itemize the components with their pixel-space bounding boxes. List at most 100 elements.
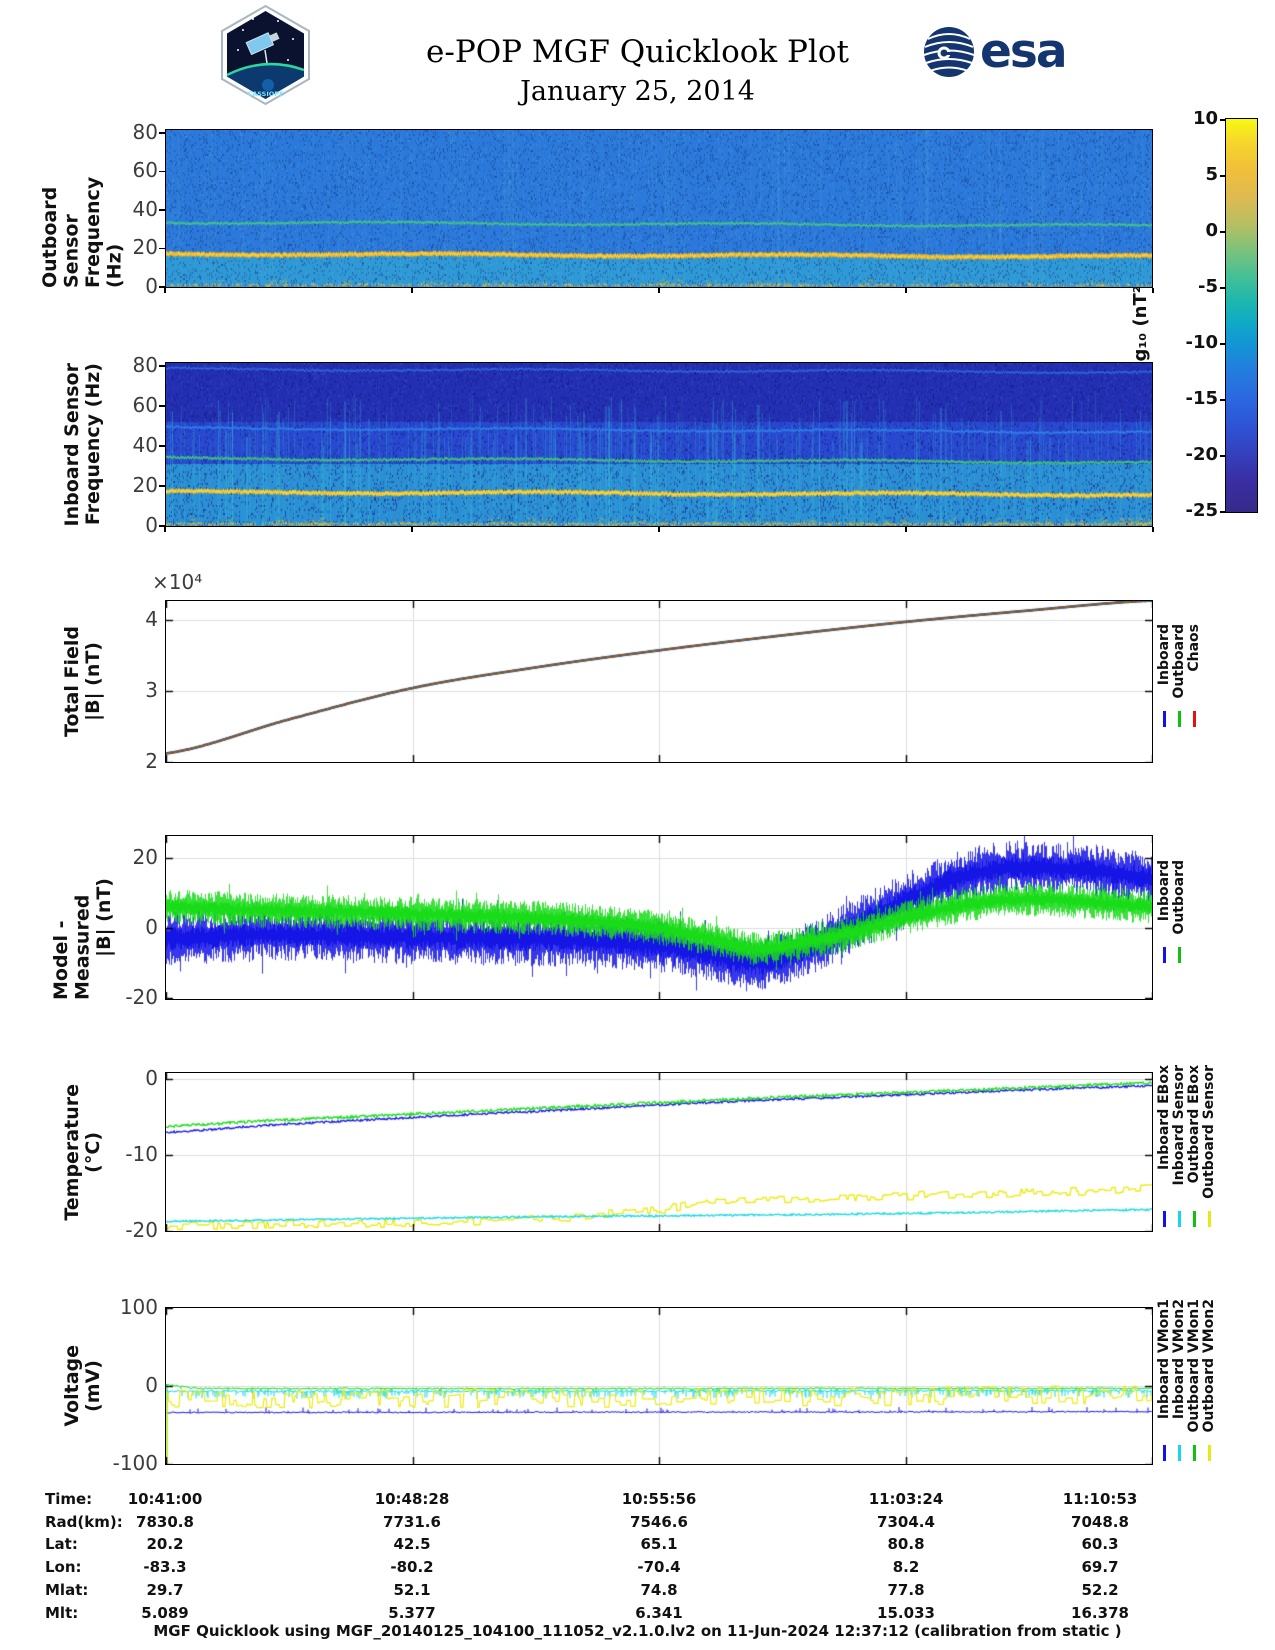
model-measured-canvas — [166, 836, 1152, 999]
colorbar-tick-label: -25 — [1185, 500, 1218, 521]
table-row-label: Rad(km): — [45, 1512, 123, 1531]
legend-label: Inboard VMon2 — [1171, 1299, 1187, 1420]
y-tick-label: 0 — [145, 1373, 158, 1397]
y-tick-label: 4 — [145, 606, 158, 631]
table-cell: 5.089 — [141, 1603, 189, 1622]
colorbar-tick-mark — [1220, 511, 1225, 513]
y-tick-mark — [159, 209, 165, 211]
legend-label: Outboard — [1171, 624, 1187, 699]
colorbar-tick-mark — [1220, 175, 1225, 177]
y-tick-label: 100 — [119, 1295, 158, 1319]
legend-labels: Inboard Outboard — [1156, 860, 1187, 935]
esa-globe-icon — [923, 26, 975, 77]
legend-label: Inboard — [1156, 624, 1172, 686]
y-tick-label: 0 — [145, 274, 158, 298]
legend-label: Inboard — [1156, 860, 1172, 922]
total-field-canvas — [166, 601, 1152, 762]
legend-label: Inboard VMon1 — [1156, 1299, 1172, 1420]
colorbar-tick-label: -10 — [1185, 332, 1218, 353]
inboard-spectrogram-canvas — [166, 363, 1152, 526]
ylabel-line: Total Field — [60, 625, 83, 737]
patch-mission-name: CASSIOPE — [247, 90, 283, 98]
voltage-canvas — [166, 1308, 1152, 1464]
ylabel-line: Model - Measured — [50, 894, 94, 1000]
table-cell: -83.3 — [143, 1558, 187, 1577]
table-row-label: Lon: — [45, 1558, 82, 1577]
table-cell: 20.2 — [146, 1535, 184, 1554]
y-tick-mark — [159, 485, 165, 487]
table-cell: 8.2 — [892, 1558, 920, 1577]
y-tick-mark — [159, 445, 165, 447]
y-tick-label: 80 — [132, 119, 158, 144]
table-cell: 52.2 — [1081, 1580, 1119, 1599]
legend-labels: Inboard Outboard Chaos — [1156, 624, 1202, 699]
legend-color-dash — [1163, 1210, 1166, 1227]
y-tick-label: 20 — [132, 235, 158, 260]
table-row-label: Lat: — [45, 1535, 78, 1554]
ylabel-line: Temperature — [60, 1083, 83, 1221]
table-cell: 52.1 — [393, 1580, 431, 1599]
legend-color-dash — [1178, 1210, 1181, 1227]
table-cell: 69.7 — [1081, 1558, 1119, 1577]
legend-color-dash — [1178, 946, 1181, 963]
y-tick-label: -20 — [125, 1218, 158, 1242]
table-cell: 16.378 — [1071, 1603, 1129, 1622]
table-cell: 65.1 — [640, 1535, 678, 1554]
colorbar-tick-mark — [1220, 343, 1225, 345]
colorbar-tick-mark — [1220, 231, 1225, 233]
esa-wordmark: esa — [980, 24, 1068, 79]
legend-color-dash — [1163, 1444, 1166, 1461]
y-tick-mark — [159, 405, 165, 407]
caption: MGF Quicklook using MGF_20140125_104100_… — [153, 1622, 1122, 1640]
legend-markers — [1157, 946, 1187, 963]
y-tick-mark — [159, 247, 165, 250]
x-tick-mark — [658, 527, 660, 532]
colorbar-tick-label: -5 — [1198, 276, 1218, 297]
colorbar-tick-label: 5 — [1205, 164, 1218, 185]
legend-color-dash — [1163, 946, 1166, 963]
legend-label: Outboard VMon2 — [1201, 1299, 1217, 1433]
outboard-spectrogram-canvas — [166, 130, 1152, 287]
colorbar-tick-mark — [1220, 119, 1225, 121]
ylabel-line: Inboard Sensor — [60, 362, 83, 527]
y-tick-mark — [159, 132, 165, 134]
legend-labels: Inboard EBox Inboard Sensor Outboard EBox O… — [1156, 1065, 1217, 1199]
table-cell: 74.8 — [640, 1580, 678, 1599]
x-tick-mark — [905, 527, 907, 532]
ylabel-line: Voltage — [60, 1345, 83, 1427]
legend-color-dash — [1163, 710, 1166, 727]
y-axis-multiplier: ×10⁴ — [152, 570, 203, 594]
colorbar-tick-label: -15 — [1185, 388, 1218, 409]
table-cell: 7546.6 — [630, 1512, 688, 1531]
x-tick-mark — [658, 288, 660, 293]
table-cell: 77.8 — [887, 1580, 925, 1599]
x-tick-mark — [411, 288, 413, 293]
panel-model-measured — [165, 835, 1153, 1000]
y-tick-mark — [159, 170, 165, 173]
page-date: January 25, 2014 — [520, 76, 755, 107]
legend-temperature: Inboard EBox Inboard Sensor Outboard EBox O… — [1156, 1065, 1217, 1227]
y-tick-label: 0 — [145, 1066, 158, 1091]
legend-total-field: Inboard Outboard Chaos — [1156, 594, 1202, 757]
y-tick-label: 60 — [132, 393, 158, 417]
colorbar-tick-label: 10 — [1192, 108, 1218, 129]
table-row-label: Time: — [45, 1490, 93, 1508]
x-tick-mark — [164, 288, 166, 293]
y-tick-label: 40 — [132, 433, 158, 457]
y-tick-label: -10 — [125, 1142, 158, 1167]
x-tick-mark — [411, 527, 413, 532]
y-tick-label: 0 — [145, 513, 158, 537]
legend-color-dash — [1208, 1210, 1211, 1227]
y-tick-mark — [159, 286, 165, 288]
table-row-label: Mlat: — [45, 1580, 89, 1599]
colorbar — [1225, 118, 1258, 513]
legend-label: Outboard VMon1 — [1186, 1299, 1202, 1433]
legend-label: Inboard EBox — [1156, 1065, 1172, 1171]
legend-color-dash — [1208, 1444, 1211, 1461]
table-cell: 7731.6 — [383, 1512, 441, 1531]
colorbar-tick-mark — [1220, 455, 1225, 457]
colorbar-tick-label: -20 — [1185, 444, 1218, 465]
table-cell: 10:41:00 — [127, 1490, 203, 1508]
x-tick-mark — [164, 527, 166, 532]
